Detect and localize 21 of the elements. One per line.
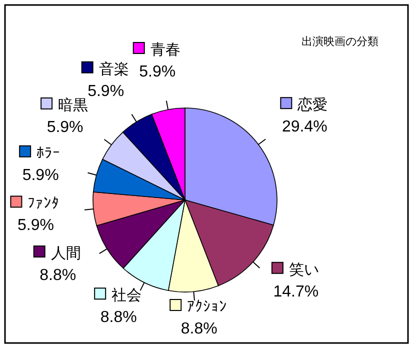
legend-label: 社会 xyxy=(112,287,142,304)
legend-label: 恋愛 xyxy=(296,96,328,114)
legend-label: ｱｸｼｮﾝ xyxy=(187,298,228,316)
data-label: 14.7% xyxy=(273,283,319,300)
data-label: 5.9% xyxy=(88,82,124,100)
data-label: 5.9% xyxy=(46,118,84,136)
data-label: 8.8% xyxy=(100,309,137,326)
legend-label: 音楽 xyxy=(98,60,129,78)
legend-label: ﾌｧﾝﾀ xyxy=(28,195,60,212)
legend-label: 人間 xyxy=(50,245,81,262)
data-label: 8.8% xyxy=(40,267,76,284)
data-label: 5.9% xyxy=(139,63,176,80)
legend-label: 青春 xyxy=(150,41,180,58)
legend-label: 笑い xyxy=(288,261,319,278)
legend-label: 暗黒 xyxy=(58,96,88,114)
chart-title: 出演映画の分類 xyxy=(302,35,378,48)
data-label: 29.4% xyxy=(282,118,328,136)
data-label: 5.9% xyxy=(17,217,54,234)
legend-label: ﾎﾗｰ xyxy=(36,144,61,162)
data-label: 8.8% xyxy=(180,320,218,338)
data-label: 5.9% xyxy=(22,166,59,184)
